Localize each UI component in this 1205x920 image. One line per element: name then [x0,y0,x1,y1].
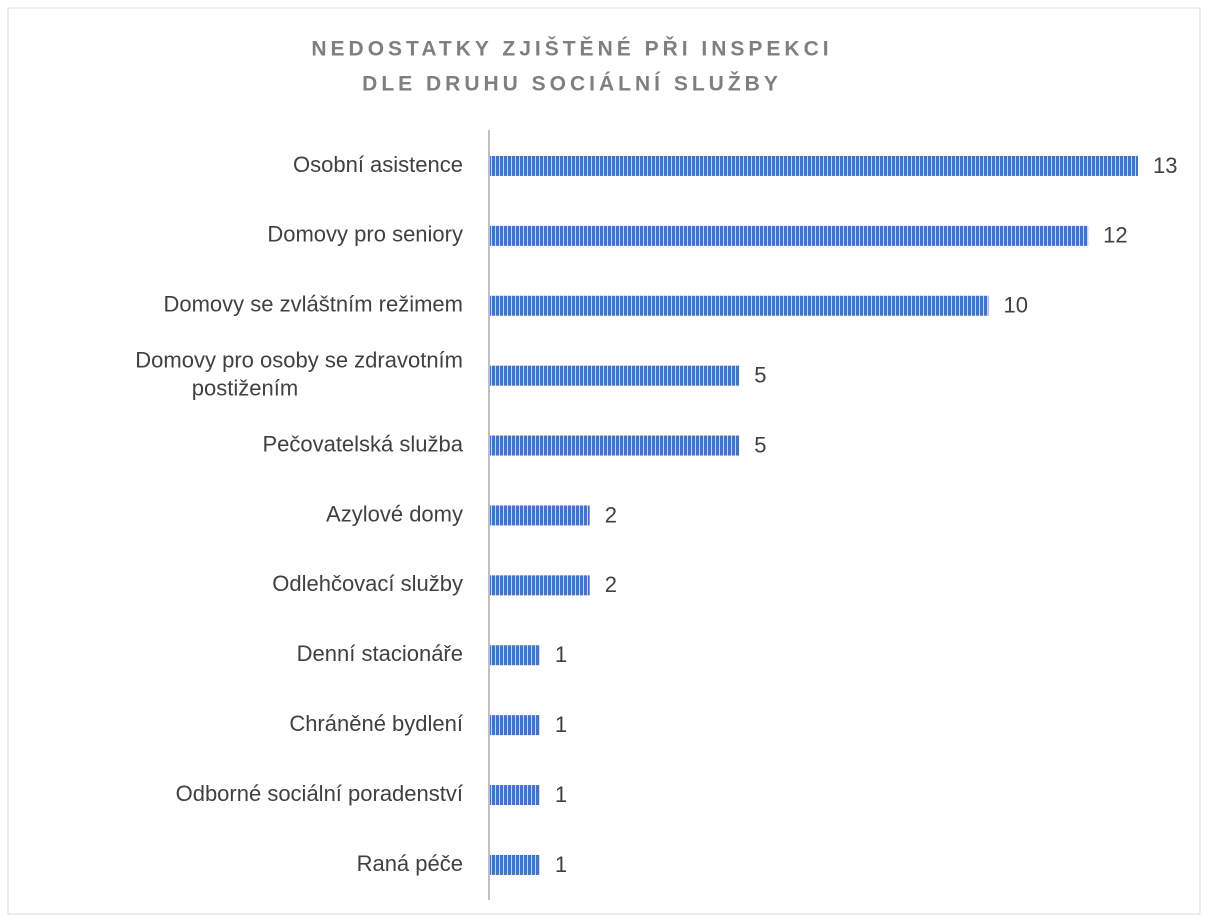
data-label: 1 [555,642,567,667]
y-tick-label: Osobní asistence [293,152,463,177]
chart-title: NEDOSTATKY ZJIŠTĚNÉ PŘI INSPEKCI [311,37,832,61]
data-label: 1 [555,852,567,877]
data-label: 2 [605,572,617,597]
y-tick-label: Domovy pro seniory [267,222,463,247]
bar [490,225,1089,246]
bar [490,505,590,526]
y-tick-label: Pečovatelská služba [262,431,463,456]
y-tick-label: Chráněné bydlení [289,711,463,736]
data-label: 13 [1153,153,1177,178]
y-tick-label: Azylové domy [326,501,463,526]
bar [490,785,540,806]
chart-frame [7,7,1201,915]
y-tick-label: Domovy se zvláštním režimem [163,292,463,317]
bar [490,575,590,596]
y-tick-label: Domovy pro osoby se zdravotním postižením [135,347,463,400]
data-label: 5 [754,432,766,457]
data-label: 5 [754,362,766,387]
data-label: 12 [1103,223,1127,248]
y-tick-label: Raná péče [357,851,463,876]
data-label: 1 [555,782,567,807]
bar [490,295,989,316]
bar [490,715,540,736]
bar [490,854,540,875]
y-tick-label: Odborné sociální poradenství [176,781,463,806]
y-tick-label: Denní stacionáře [297,641,463,666]
bar [490,155,1138,176]
data-label: 10 [1003,293,1027,318]
data-label: 2 [605,502,617,527]
data-label: 1 [555,712,567,737]
bar [490,365,740,386]
chart-title: DLE DRUHU SOCIÁLNÍ SLUŽBY [362,72,782,96]
bar [490,645,540,666]
y-tick-label: Odlehčovací služby [272,571,463,596]
bar [490,435,740,456]
